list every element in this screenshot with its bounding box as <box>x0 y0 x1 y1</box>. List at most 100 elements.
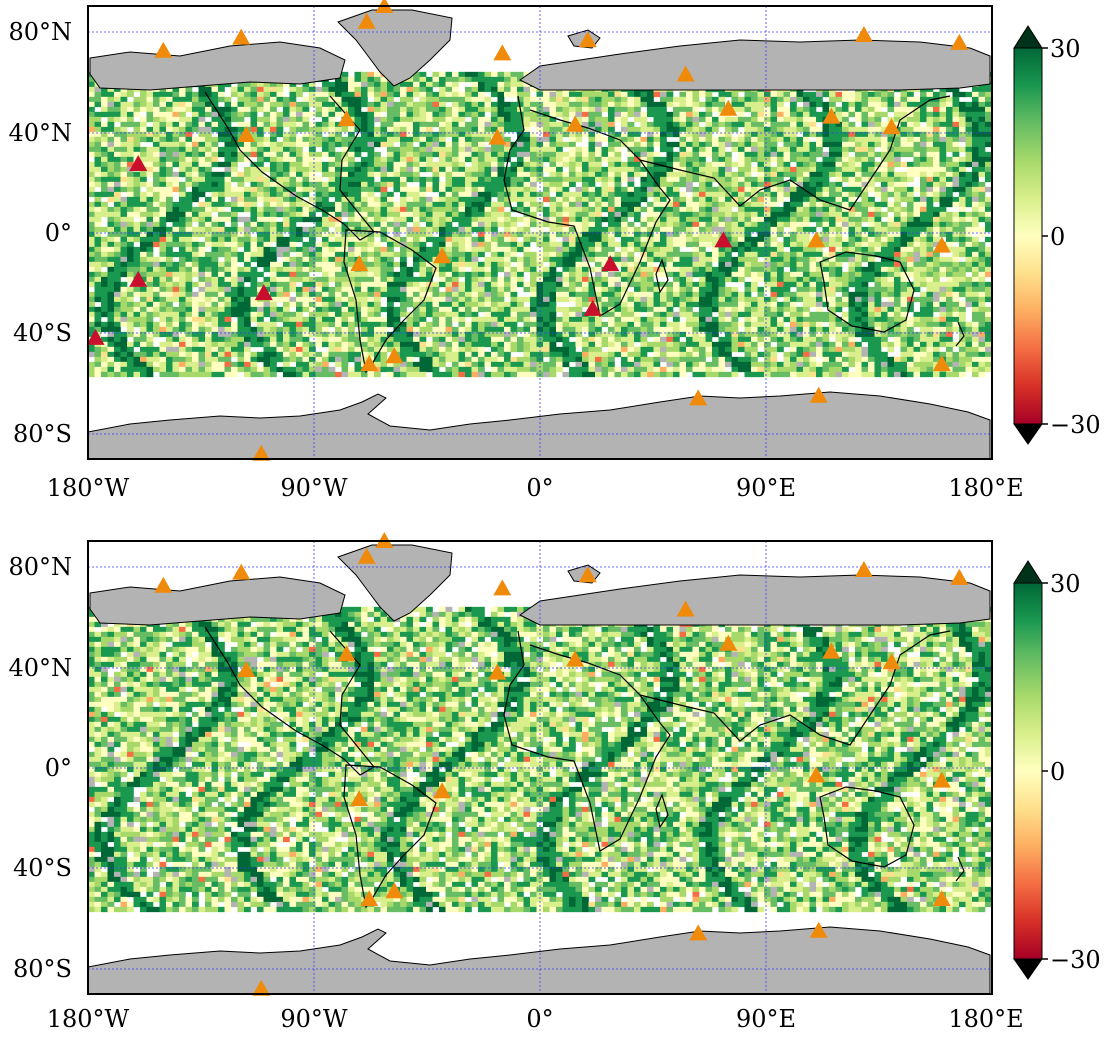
station-marker-orange <box>433 247 452 264</box>
station-marker-orange <box>809 921 828 938</box>
lon-label: 180°W <box>47 474 130 502</box>
colorbar-tick-label: 0 <box>1050 223 1065 251</box>
lon-label: 90°E <box>736 1005 796 1033</box>
longitude-labels: 180°W 90°W 0° 90°E 180°E <box>47 474 1024 502</box>
coast-madagascar <box>655 793 669 829</box>
colorbar-extend-bottom <box>1013 958 1043 980</box>
map-panel-bottom: 80°N 40°N 0° 40°S 80°S 180°W 90°W 0° 90°… <box>0 519 1112 1037</box>
coast-asia <box>639 630 951 746</box>
station-marker-orange <box>807 231 826 248</box>
coast-north-america <box>204 626 375 776</box>
station-marker-red <box>86 328 105 345</box>
station-marker-orange <box>719 99 738 116</box>
map-frame <box>87 540 993 995</box>
colorbar-extend-top <box>1013 25 1043 49</box>
station-markers <box>86 0 969 461</box>
land-north-america-arctic <box>89 41 346 91</box>
longitude-labels: 180°W 90°W 0° 90°E 180°E <box>47 1005 1024 1033</box>
station-marker-orange <box>578 31 597 48</box>
lon-label: 180°E <box>948 474 1023 502</box>
lat-label: 0° <box>45 754 72 782</box>
land-eurasia-arctic <box>519 39 991 91</box>
station-marker-orange <box>154 576 173 593</box>
station-marker-orange <box>357 12 376 29</box>
station-marker-orange <box>252 444 271 461</box>
station-marker-red <box>714 231 733 248</box>
gridded-data-layer <box>88 71 992 378</box>
station-marker-orange <box>822 642 841 659</box>
lat-label: 40°N <box>8 119 72 147</box>
station-marker-orange <box>822 107 841 124</box>
station-marker-orange <box>357 547 376 564</box>
station-marker-orange <box>252 979 271 996</box>
lon-label: 0° <box>526 474 553 502</box>
station-marker-orange <box>385 347 404 364</box>
land-north-america-arctic <box>89 576 346 626</box>
landmass-layer <box>88 544 991 994</box>
colorbar: 30 0 −30 <box>1013 560 1101 980</box>
lat-label: 0° <box>45 219 72 247</box>
station-marker-orange <box>950 33 969 50</box>
lat-label: 40°N <box>8 654 72 682</box>
graticule <box>88 6 992 459</box>
station-marker-orange <box>854 25 873 42</box>
station-marker-orange <box>882 653 901 670</box>
station-marker-orange <box>676 600 695 617</box>
map-frame <box>87 5 993 460</box>
station-marker-orange <box>689 924 708 941</box>
station-marker-orange <box>719 634 738 651</box>
station-marker-orange <box>488 128 507 145</box>
station-marker-orange <box>237 661 256 678</box>
station-marker-orange <box>360 890 379 907</box>
coast-asia <box>639 95 951 211</box>
colorbar: 30 0 −30 <box>1013 25 1101 445</box>
station-marker-red <box>254 284 273 301</box>
station-marker-orange <box>360 355 379 372</box>
coast-europe-africa <box>503 95 671 317</box>
lon-label: 180°E <box>948 1005 1023 1033</box>
station-marker-red <box>583 299 602 316</box>
colorbar-ramp <box>1013 582 1043 960</box>
colorbar-extend-top <box>1013 560 1043 584</box>
coast-south-america <box>343 764 437 909</box>
station-marker-orange <box>237 126 256 143</box>
station-marker-orange <box>932 771 951 788</box>
colorbar-tick-label: 30 <box>1050 35 1081 63</box>
station-marker-red <box>601 255 620 272</box>
lon-label: 90°W <box>280 474 348 502</box>
station-marker-orange <box>385 882 404 899</box>
station-marker-orange <box>932 236 951 253</box>
coast-europe-africa <box>503 630 671 852</box>
map-panel-top: 80°N 40°N 0° 40°S 80°S 180°W 90°W 0° 90°… <box>0 0 1112 518</box>
station-marker-orange <box>932 355 951 372</box>
land-greenland <box>337 544 453 622</box>
colorbar-tick-label: −30 <box>1050 411 1101 439</box>
station-marker-orange <box>433 782 452 799</box>
station-marker-orange <box>950 568 969 585</box>
coast-madagascar <box>655 258 669 294</box>
lon-label: 90°E <box>736 474 796 502</box>
station-marker-orange <box>689 389 708 406</box>
station-marker-orange <box>566 115 585 132</box>
lat-label: 40°S <box>13 854 72 882</box>
station-marker-orange <box>676 65 695 82</box>
coast-australia <box>819 251 915 333</box>
station-markers <box>154 532 969 996</box>
station-marker-orange <box>807 766 826 783</box>
land-antarctica <box>88 391 991 459</box>
station-marker-orange <box>154 41 173 58</box>
land-eurasia-arctic <box>519 574 991 626</box>
station-marker-orange <box>809 386 828 403</box>
lat-label: 80°N <box>8 18 72 46</box>
station-marker-orange <box>350 790 369 807</box>
latitude-labels: 80°N 40°N 0° 40°S 80°S <box>8 18 72 448</box>
station-marker-orange <box>350 255 369 272</box>
colorbar-tick-label: 0 <box>1050 758 1065 786</box>
lat-label: 40°S <box>13 319 72 347</box>
station-marker-orange <box>337 645 356 662</box>
lat-label: 80°S <box>13 420 72 448</box>
station-marker-orange <box>232 563 251 580</box>
lon-label: 0° <box>526 1005 553 1033</box>
coastline-layer <box>204 91 965 374</box>
latitude-labels: 80°N 40°N 0° 40°S 80°S <box>8 553 72 983</box>
